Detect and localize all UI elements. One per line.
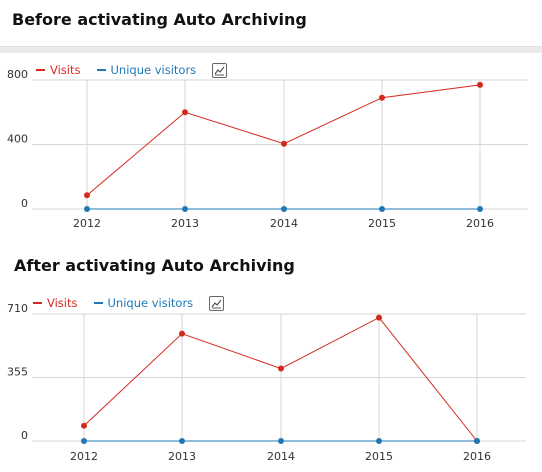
y-tick-label: 0 [21, 197, 28, 210]
x-tick-label: 2014 [270, 217, 298, 230]
evolution-graph-icon[interactable] [209, 295, 225, 311]
data-point-unique-visitors [474, 438, 480, 444]
unique-visitors-swatch [93, 302, 103, 304]
visits-swatch [36, 69, 45, 71]
data-point-visits [376, 314, 382, 321]
visits-swatch [33, 302, 42, 304]
chart-before: Visits Unique visitors 800 400 0 2012 2013 20… [0, 52, 542, 242]
unique-visitors-swatch [96, 69, 106, 71]
chart-plot-after: 710 355 0 2012 2013 2014 2015 2016 [7, 302, 526, 463]
data-point-unique-visitors [182, 206, 188, 212]
x-tick-label: 2014 [267, 450, 295, 463]
heading-before: Before activating Auto Archiving [12, 10, 307, 29]
data-point-unique-visitors [179, 438, 185, 444]
data-point-visits [179, 330, 185, 337]
heading-after: After activating Auto Archiving [14, 256, 295, 275]
legend-item-unique-visitors[interactable]: Unique visitors [96, 63, 197, 77]
divider-band [0, 46, 542, 53]
data-point-visits [84, 192, 90, 199]
x-tick-label: 2016 [463, 450, 491, 463]
chart-after: Visits Unique visitors 710 355 0 2012 2013 20… [0, 286, 542, 472]
data-point-unique-visitors [281, 206, 287, 212]
data-point-visits [281, 140, 287, 147]
data-point-unique-visitors [379, 206, 385, 212]
legend-item-visits[interactable]: Visits [33, 296, 78, 310]
data-point-visits [477, 81, 483, 88]
data-point-visits [379, 94, 385, 101]
x-tick-label: 2013 [171, 217, 199, 230]
data-point-unique-visitors [477, 206, 483, 212]
chart-legend: Visits Unique visitors [33, 293, 225, 313]
legend-label-visits: Visits [50, 63, 81, 77]
data-point-unique-visitors [376, 438, 382, 444]
chart-legend: Visits Unique visitors [36, 60, 228, 80]
y-tick-label: 710 [7, 302, 28, 315]
x-tick-label: 2012 [73, 217, 101, 230]
data-point-unique-visitors [81, 438, 87, 444]
legend-item-visits[interactable]: Visits [36, 63, 81, 77]
data-point-unique-visitors [278, 438, 284, 444]
x-tick-label: 2015 [368, 217, 396, 230]
data-point-visits [278, 365, 284, 372]
y-tick-label: 0 [21, 429, 28, 442]
data-point-visits [81, 422, 87, 429]
legend-label-unique-visitors: Unique visitors [107, 296, 194, 310]
legend-item-unique-visitors[interactable]: Unique visitors [93, 296, 194, 310]
x-tick-label: 2012 [70, 450, 98, 463]
y-tick-label: 355 [7, 366, 28, 379]
x-tick-label: 2013 [168, 450, 196, 463]
y-tick-label: 400 [7, 133, 28, 146]
x-tick-label: 2016 [466, 217, 494, 230]
evolution-graph-icon[interactable] [212, 62, 228, 78]
legend-label-visits: Visits [47, 296, 78, 310]
y-tick-label: 800 [7, 68, 28, 81]
x-tick-label: 2015 [365, 450, 393, 463]
data-point-unique-visitors [84, 206, 90, 212]
chart-plot-before: 800 400 0 2012 2013 2014 2015 2016 [7, 68, 528, 230]
legend-label-unique-visitors: Unique visitors [110, 63, 197, 77]
data-point-visits [182, 109, 188, 116]
